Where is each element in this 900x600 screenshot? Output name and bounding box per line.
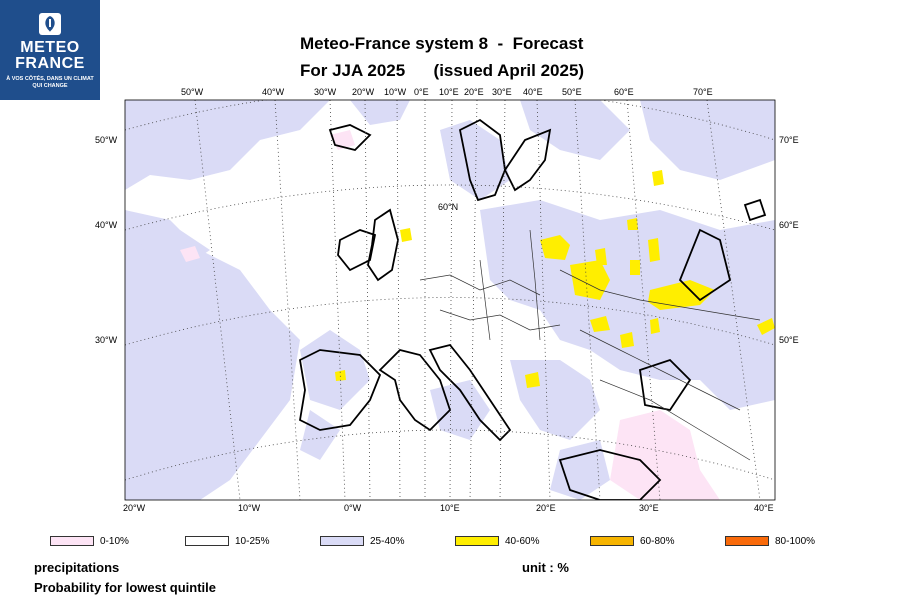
legend: 0-10% 10-25% 25-40% 40-60% 60-80% 80-100…	[0, 534, 900, 548]
left-edge-label: 30°W	[95, 335, 118, 345]
top-lon-label: 50°W	[181, 87, 204, 97]
legend-swatch	[590, 536, 634, 546]
bottom-lon-label: 10°E	[440, 503, 460, 513]
logo-emblem-icon	[39, 13, 61, 35]
legend-swatch	[185, 536, 229, 546]
right-edge-label: 60°E	[779, 220, 799, 230]
bottom-lon-label: 0°W	[344, 503, 362, 513]
title-line1: Meteo-France system 8 - Forecast	[300, 34, 584, 53]
forecast-map: 50°W 40°W 30°W 20°W 10°W 0°E 10°E 20°E 3…	[0, 80, 900, 513]
legend-label: 60-80%	[640, 535, 675, 547]
bottom-lon-label: 20°E	[536, 503, 556, 513]
top-lon-label: 50°E	[562, 87, 582, 97]
top-lon-label: 30°W	[314, 87, 337, 97]
top-lon-label: 70°E	[693, 87, 713, 97]
legend-item: 80-100%	[725, 534, 815, 548]
coastlines	[299, 118, 767, 500]
legend-item: 60-80%	[590, 534, 674, 548]
bottom-lon-label: 20°W	[123, 503, 146, 513]
logo-tagline: À VOS CÔTÉS, DANS UN CLIMAT QUI CHANGE	[6, 76, 94, 89]
top-lon-label: 40°W	[262, 87, 285, 97]
legend-label: 40-60%	[505, 535, 540, 547]
top-lon-label: 40°E	[523, 87, 543, 97]
left-edge-label: 40°W	[95, 220, 118, 230]
logo-name: METEO FRANCE	[0, 40, 100, 72]
legend-swatch	[455, 536, 499, 546]
top-lon-label: 10°E	[439, 87, 459, 97]
top-lon-label: 30°E	[492, 87, 512, 97]
unit-label: unit : %	[522, 560, 569, 575]
map-frame	[124, 99, 776, 501]
legend-item: 10-25%	[185, 534, 269, 548]
bottom-lon-label: 30°E	[639, 503, 659, 513]
chart-title: Meteo-France system 8 - Forecast For JJA…	[300, 30, 584, 84]
graticule	[125, 100, 775, 500]
country-borders	[419, 229, 761, 461]
left-edge-label: 50°W	[95, 135, 118, 145]
legend-label: 10-25%	[235, 535, 270, 547]
legend-item: 25-40%	[320, 534, 404, 548]
title-line2: For JJA 2025 (issued April 2025)	[300, 61, 585, 80]
meteo-france-logo: METEO FRANCE À VOS CÔTÉS, DANS UN CLIMAT…	[0, 0, 100, 100]
right-edge-label: 70°E	[779, 135, 799, 145]
legend-label: 25-40%	[370, 535, 405, 547]
latitude-label: 60°N	[438, 202, 459, 212]
variable-label: precipitations	[34, 560, 120, 575]
top-lon-label: 20°E	[464, 87, 484, 97]
legend-swatch	[50, 536, 94, 546]
legend-swatch	[320, 536, 364, 546]
logo-line1: METEO	[20, 39, 80, 56]
bottom-lon-label: 10°W	[238, 503, 261, 513]
map-canvas	[124, 99, 776, 501]
logo-line2: FRANCE	[15, 55, 85, 72]
probability-0-10-regions	[180, 130, 720, 500]
legend-label: 80-100%	[775, 535, 816, 547]
top-lon-label: 60°E	[614, 87, 634, 97]
bottom-lon-label: 40°E	[754, 503, 774, 513]
legend-label: 0-10%	[100, 535, 129, 547]
top-lon-label: 10°W	[384, 87, 407, 97]
description-label: Probability for lowest quintile	[34, 580, 217, 595]
right-edge-label: 50°E	[779, 335, 799, 345]
legend-item: 0-10%	[50, 534, 129, 548]
legend-swatch	[725, 536, 769, 546]
top-lon-label: 0°E	[414, 87, 429, 97]
legend-item: 40-60%	[455, 534, 539, 548]
top-lon-label: 20°W	[352, 87, 375, 97]
